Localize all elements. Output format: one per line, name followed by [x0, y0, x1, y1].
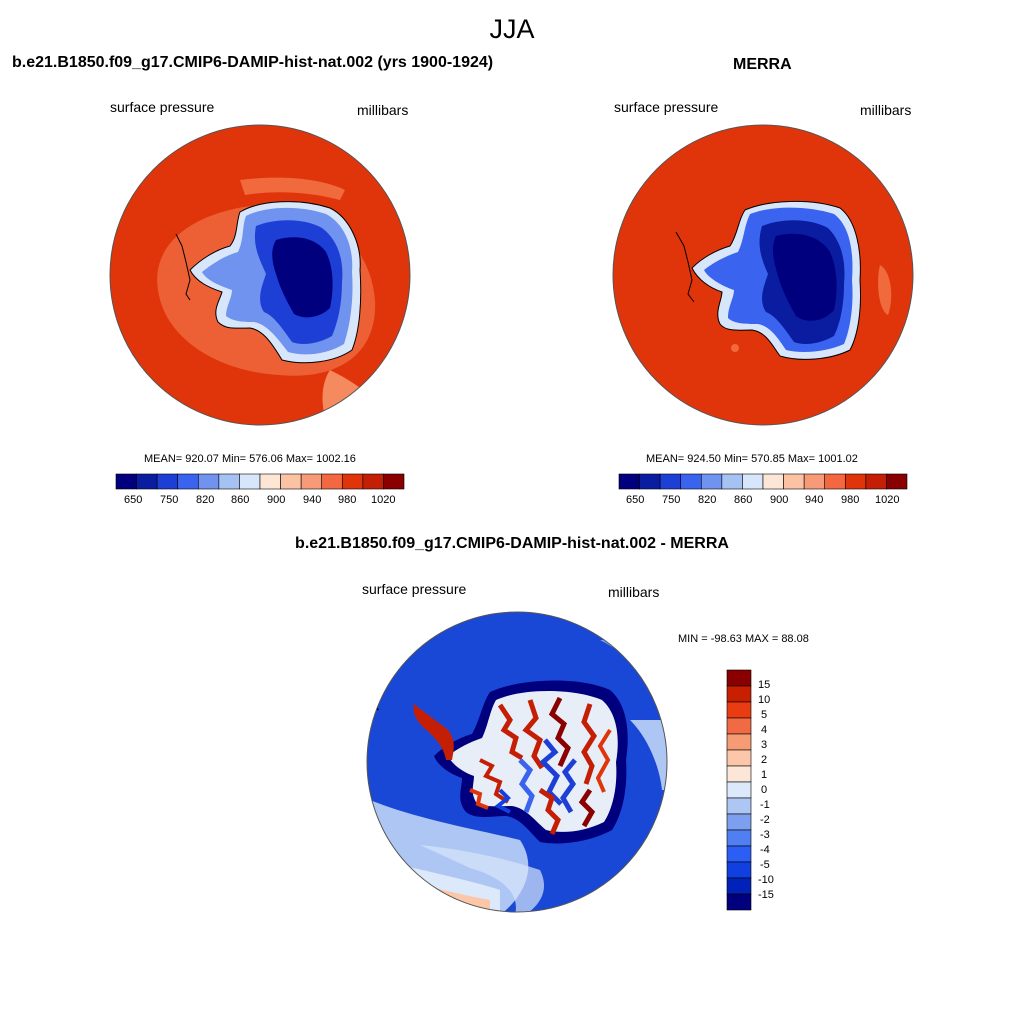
cbar3-tick: 1	[761, 769, 768, 781]
diff-panel-title: b.e21.B1850.f09_g17.CMIP6-DAMIP-hist-nat…	[295, 535, 729, 552]
cbar3-tick: 4	[761, 724, 768, 736]
cbar2-tick: 980	[841, 494, 860, 506]
diff-variable-label: surface pressure	[362, 581, 467, 597]
colorbar-swatch	[803, 473, 826, 490]
cbar2-tick: 860	[734, 494, 753, 506]
colorbar-swatch	[726, 813, 752, 831]
diff-units-label: millibars	[608, 584, 660, 600]
colorbar-swatch	[844, 473, 867, 490]
colorbar-swatch	[700, 473, 723, 490]
colorbar-swatch	[726, 797, 752, 815]
cbar3-tick: 5	[761, 709, 768, 721]
cbar2-tick: 940	[805, 494, 824, 506]
colorbar-swatch	[659, 473, 682, 490]
colorbar-swatch	[618, 473, 640, 490]
panel1-variable-label: surface pressure	[110, 99, 215, 115]
cbar3-tick: -1	[760, 799, 770, 811]
cbar1-tick: 860	[231, 494, 250, 506]
panel2-map	[613, 125, 913, 425]
colorbar-swatch	[726, 749, 752, 767]
cbar1-tick: 940	[303, 494, 322, 506]
panel1-title: b.e21.B1850.f09_g17.CMIP6-DAMIP-hist-nat…	[12, 54, 494, 71]
colorbar-swatch	[721, 473, 743, 490]
colorbar-swatch	[726, 717, 752, 735]
cbar3-tick: 3	[761, 739, 768, 751]
diff-map	[367, 612, 667, 912]
colorbar-swatch	[321, 473, 343, 490]
panel2-units-label: millibars	[860, 102, 912, 118]
cbar3-tick: 0	[761, 784, 768, 796]
colorbar-swatch	[726, 765, 752, 783]
cbar1-tick: 750	[160, 494, 179, 506]
cbar1-tick: 980	[338, 494, 357, 506]
cbar1-tick: 650	[124, 494, 143, 506]
colorbar-swatch	[259, 473, 281, 490]
cbar3-tick: 15	[758, 679, 771, 691]
colorbar-swatch	[726, 893, 752, 911]
panel1-stats: MEAN= 920.07 Min= 576.06 Max= 1002.16	[144, 453, 356, 465]
colorbar-difference	[726, 669, 752, 911]
colorbar-swatch	[742, 473, 764, 490]
colorbar-swatch	[726, 829, 752, 847]
cbar3-tick: -15	[758, 889, 774, 901]
colorbar-swatch	[177, 473, 199, 490]
colorbar-swatch	[383, 473, 405, 490]
colorbar-swatch	[239, 473, 261, 490]
cbar3-tick: 10	[758, 694, 771, 706]
colorbar-swatch	[824, 473, 846, 490]
colorbar-swatch	[680, 473, 702, 490]
cbar2-tick: 900	[770, 494, 789, 506]
panel2-title: MERRA	[733, 56, 792, 73]
colorbar-swatch	[136, 473, 158, 490]
cbar1-tick: 900	[267, 494, 286, 506]
panel2-stats: MEAN= 924.50 Min= 570.85 Max= 1001.02	[646, 453, 858, 465]
cbar2-tick: 1020	[875, 494, 900, 506]
cbar1-tick: 1020	[371, 494, 396, 506]
colorbar-swatch	[280, 473, 302, 490]
figure-title: JJA	[489, 14, 535, 44]
colorbar-swatch	[783, 473, 805, 490]
colorbar-swatch	[726, 701, 752, 719]
cbar3-tick: -2	[760, 814, 770, 826]
colorbar-swatch	[639, 473, 661, 490]
diff-noise	[469, 696, 612, 835]
panel1-map	[110, 125, 410, 425]
cbar3-tick: -4	[760, 844, 770, 856]
cbar3-tick: -3	[760, 829, 770, 841]
colorbar-swatch	[762, 473, 784, 490]
colorbar-swatch	[341, 473, 364, 490]
colorbar-swatch	[726, 861, 752, 879]
cbar1-tick: 820	[196, 494, 215, 506]
cbar2-tick: 650	[626, 494, 645, 506]
cbar2-tick: 820	[698, 494, 717, 506]
panel1-units-label: millibars	[357, 102, 409, 118]
colorbar-swatch	[156, 473, 179, 490]
diff-stats: MIN = -98.63 MAX = 88.08	[678, 633, 809, 645]
colorbar-absolute-2	[618, 473, 908, 490]
panel2-variable-label: surface pressure	[614, 99, 719, 115]
colorbar-swatch	[218, 473, 240, 490]
colorbar-swatch	[726, 877, 752, 895]
colorbar-swatch	[726, 781, 752, 799]
colorbar-swatch	[726, 733, 752, 751]
cbar2-tick: 750	[662, 494, 681, 506]
colorbar-swatch	[865, 473, 887, 490]
cbar3-tick: -10	[758, 874, 774, 886]
colorbar-swatch	[726, 669, 752, 687]
colorbar-swatch	[886, 473, 908, 490]
cbar3-tick: -5	[760, 859, 770, 871]
colorbar-absolute-1	[115, 473, 405, 490]
colorbar-swatch	[115, 473, 137, 490]
colorbar-swatch	[300, 473, 323, 490]
colorbar-swatch	[197, 473, 220, 490]
colorbar-swatch	[726, 845, 752, 863]
colorbar-swatch	[362, 473, 384, 490]
colorbar-swatch	[726, 685, 752, 703]
cbar3-tick: 2	[761, 754, 768, 766]
